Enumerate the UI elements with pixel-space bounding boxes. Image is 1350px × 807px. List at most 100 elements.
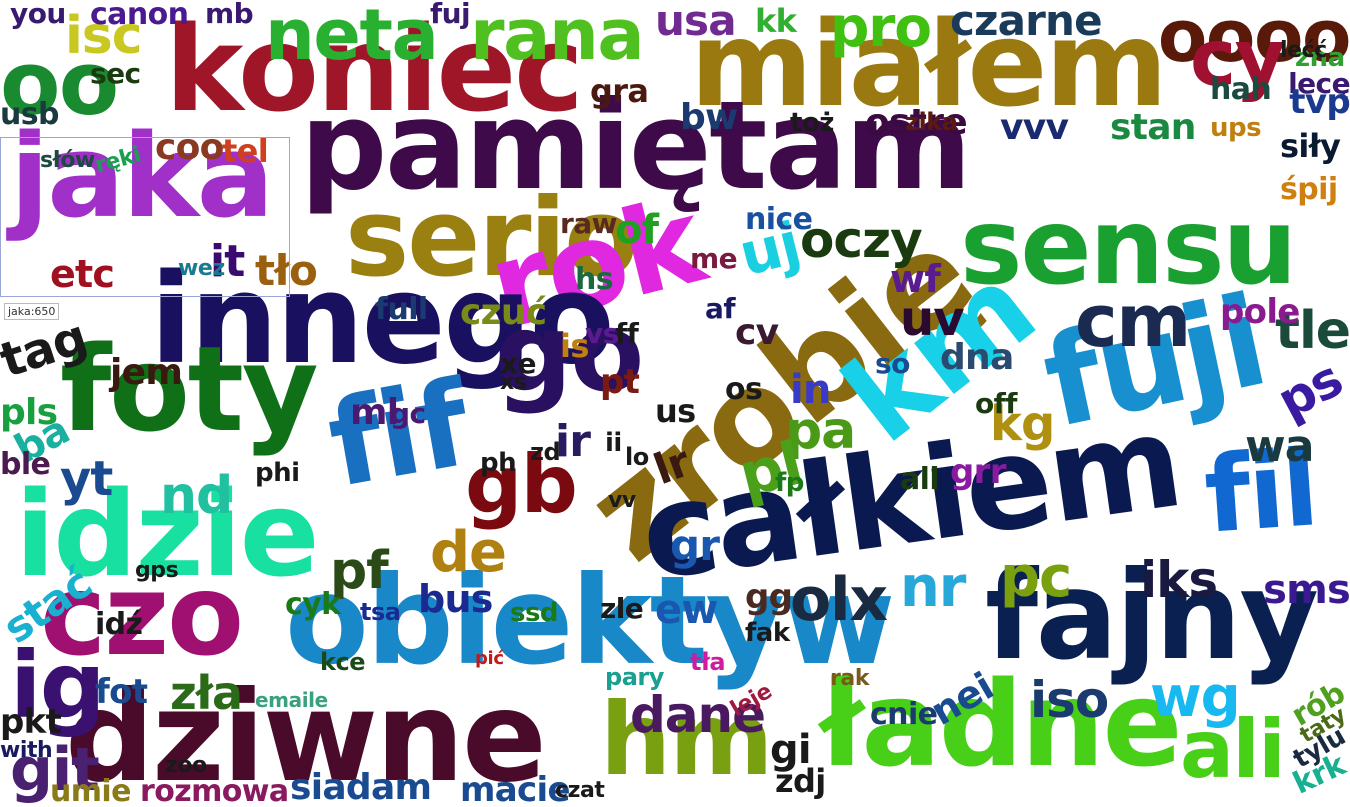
- word-idzie[interactable]: idzie: [15, 465, 320, 603]
- word-tle[interactable]: tle: [1275, 301, 1350, 361]
- word-ph[interactable]: ph: [480, 448, 517, 478]
- word-czuc[interactable]: czuć: [460, 292, 547, 333]
- word-ble[interactable]: ble: [0, 447, 51, 482]
- word-lo[interactable]: lo: [625, 443, 649, 471]
- word-fp[interactable]: fp: [775, 468, 804, 498]
- word-yt[interactable]: yt: [60, 451, 113, 507]
- word-tsa[interactable]: tsa: [360, 598, 401, 626]
- word-oo[interactable]: oo: [0, 32, 119, 135]
- word-git[interactable]: git: [10, 735, 100, 805]
- word-olx[interactable]: olx: [790, 565, 888, 635]
- word-jaka[interactable]: jaka: [10, 110, 274, 244]
- word-fot[interactable]: fot: [95, 672, 148, 712]
- word-foty[interactable]: foty: [60, 320, 319, 458]
- word-grr[interactable]: grr: [950, 452, 1007, 492]
- word-usa[interactable]: usa: [655, 0, 737, 45]
- word-of[interactable]: of: [615, 207, 659, 253]
- word-neta[interactable]: neta: [265, 0, 439, 76]
- word-me[interactable]: me: [690, 242, 738, 275]
- word-obiektyw[interactable]: obiektyw: [285, 550, 895, 692]
- word-so[interactable]: so: [875, 347, 910, 380]
- word-pf[interactable]: pf: [330, 541, 389, 601]
- word-rozmowa[interactable]: rozmowa: [140, 774, 289, 807]
- word-kg[interactable]: kg: [990, 396, 1055, 452]
- word-pic[interactable]: pić: [475, 648, 504, 669]
- word-you[interactable]: you: [10, 0, 66, 30]
- word-nr[interactable]: nr: [900, 555, 966, 620]
- word-dna[interactable]: dna: [940, 337, 1014, 378]
- word-de[interactable]: de: [430, 520, 507, 585]
- word-czarne[interactable]: czarne: [950, 0, 1103, 45]
- word-zna[interactable]: zna: [1295, 43, 1345, 73]
- word-ir[interactable]: ir: [555, 416, 591, 467]
- word-gra[interactable]: gra: [590, 72, 649, 110]
- word-umie[interactable]: umie: [50, 774, 131, 807]
- word-iso[interactable]: iso: [1030, 671, 1109, 729]
- word-fuj[interactable]: fuj: [430, 0, 471, 30]
- word-cm[interactable]: cm: [1075, 279, 1191, 363]
- word-all[interactable]: all: [900, 462, 940, 497]
- word-mb[interactable]: mb: [205, 0, 254, 30]
- word-ali[interactable]: ali: [1180, 703, 1286, 796]
- word-vv[interactable]: vv: [608, 488, 636, 513]
- word-bw[interactable]: bw: [680, 97, 738, 138]
- word-pamietam[interactable]: pamiętam: [300, 75, 972, 217]
- word-kce[interactable]: kce: [320, 648, 366, 676]
- word-hm[interactable]: hm: [600, 681, 773, 798]
- word-cv[interactable]: cv: [735, 312, 779, 353]
- word-pls[interactable]: pls: [0, 392, 58, 433]
- word-sensu[interactable]: sensu: [960, 186, 1297, 308]
- word-stan[interactable]: stan: [1110, 107, 1196, 148]
- word-cy[interactable]: cy: [1190, 14, 1286, 104]
- word-pkt[interactable]: pkt: [0, 702, 62, 742]
- word-idz[interactable]: idź: [95, 607, 143, 642]
- word-gg[interactable]: gg: [745, 577, 793, 617]
- word-go[interactable]: go: [495, 291, 644, 416]
- word-oczy[interactable]: oczy: [800, 211, 923, 269]
- word-toz[interactable]: toż: [790, 108, 834, 138]
- word-iks[interactable]: iks: [1140, 551, 1218, 609]
- word-usb[interactable]: usb: [0, 97, 59, 132]
- word-fif[interactable]: fif: [319, 354, 477, 514]
- word-ups[interactable]: ups: [1210, 113, 1262, 143]
- word-sily[interactable]: siły: [1280, 127, 1341, 165]
- word-ff[interactable]: ff: [615, 317, 639, 350]
- word-bus[interactable]: bus: [418, 577, 493, 621]
- word-vvv[interactable]: vvv: [1000, 107, 1069, 148]
- word-vs[interactable]: vs: [585, 317, 619, 350]
- word-ostre[interactable]: ostre: [865, 102, 968, 143]
- word-lece[interactable]: lecę: [1288, 67, 1350, 100]
- word-gb[interactable]: gb: [465, 438, 578, 531]
- word-etc[interactable]: etc: [50, 252, 115, 296]
- word-siadam[interactable]: siadam: [290, 767, 432, 807]
- word-isc[interactable]: isc: [65, 6, 143, 66]
- word-slow[interactable]: słów: [40, 148, 95, 173]
- word-os[interactable]: os: [725, 372, 763, 407]
- word-sms[interactable]: sms: [1263, 567, 1350, 613]
- word-tlo[interactable]: tło: [255, 246, 318, 295]
- word-wf[interactable]: wf: [890, 257, 941, 301]
- word-zdj[interactable]: zdj: [775, 762, 826, 800]
- word-rana[interactable]: rana: [470, 0, 645, 76]
- word-coo[interactable]: coo: [155, 127, 224, 168]
- word-mialem[interactable]: miałem: [690, 0, 1168, 133]
- word-zd[interactable]: zd: [530, 438, 561, 466]
- word-ps[interactable]: ps: [1268, 349, 1350, 431]
- word-wa[interactable]: wa: [1245, 421, 1314, 472]
- word-tla[interactable]: tła: [690, 648, 726, 676]
- word-pa[interactable]: pa: [785, 401, 856, 461]
- word-czo[interactable]: czo: [40, 551, 244, 681]
- word-zle[interactable]: zle: [600, 592, 644, 625]
- word-tvp[interactable]: tvp: [1289, 82, 1350, 122]
- word-pt[interactable]: pt: [600, 362, 640, 402]
- word-oooo[interactable]: oooo: [1157, 0, 1350, 78]
- word-sec[interactable]: sec: [90, 57, 141, 90]
- word-gi[interactable]: gi: [770, 727, 812, 773]
- word-spij[interactable]: śpij: [1280, 172, 1338, 207]
- word-ssd[interactable]: ssd: [510, 598, 559, 628]
- word-af[interactable]: af: [705, 292, 736, 325]
- word-fajny[interactable]: fajny: [985, 545, 1319, 687]
- word-xe[interactable]: xe: [500, 347, 536, 380]
- word-jem[interactable]: jem: [110, 352, 183, 393]
- word-macie[interactable]: macie: [460, 770, 571, 807]
